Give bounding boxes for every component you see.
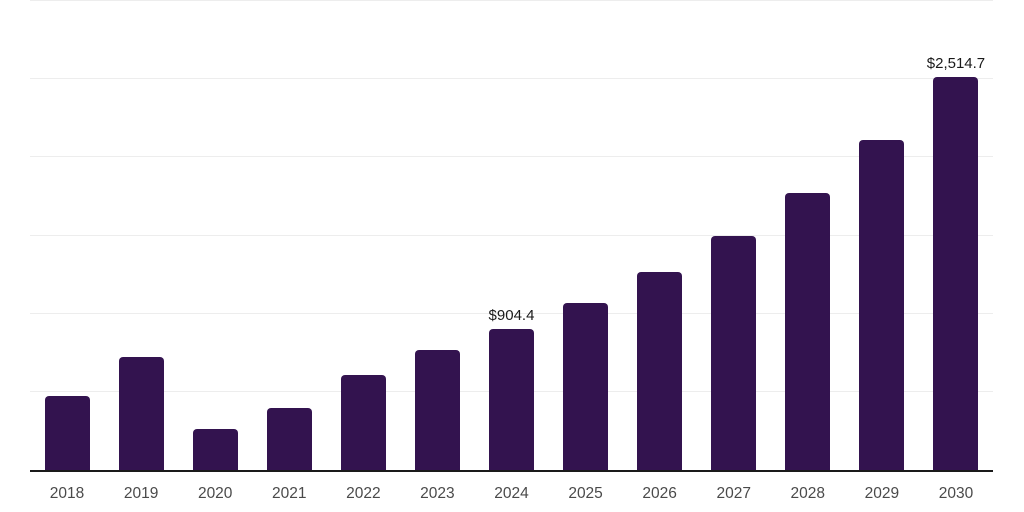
bar-2030[interactable] (933, 76, 979, 470)
bar-2021[interactable] (266, 408, 312, 470)
x-axis-line (30, 470, 993, 472)
gridline (30, 0, 993, 1)
x-tick-label-2028: 2028 (790, 485, 826, 502)
x-tick-label-2030: 2030 (938, 485, 974, 502)
gridline (30, 234, 993, 236)
bar-value-label-2030: $2,514.7 (926, 54, 986, 72)
bar-2027[interactable] (711, 236, 757, 470)
x-tick-label-2027: 2027 (716, 485, 751, 502)
x-tick-label-2022: 2022 (346, 485, 381, 502)
x-axis-labels: 2018 2019 2020 2021 2022 2023 2024 2025 2026 2027… (30, 485, 993, 505)
x-tick-label-2026: 2026 (642, 485, 677, 502)
bar-2029[interactable] (859, 139, 905, 470)
plot-area: $904.4 $2,514.7 (30, 0, 993, 470)
bar-2018[interactable] (44, 396, 90, 470)
x-tick-label-2020: 2020 (197, 485, 233, 502)
gridline (30, 78, 993, 80)
x-tick-label-2021: 2021 (272, 485, 307, 502)
bar-2023[interactable] (414, 350, 460, 470)
gridline (30, 312, 993, 314)
bar-2026[interactable] (637, 272, 683, 470)
bar-2022[interactable] (340, 375, 386, 470)
x-tick-label-2018: 2018 (49, 485, 85, 502)
bar-2019[interactable] (118, 357, 164, 470)
bar-2028[interactable] (785, 192, 831, 470)
gridline (30, 156, 993, 158)
bar-value-label-2024: $904.4 (488, 306, 535, 324)
bar-2025[interactable] (563, 303, 609, 470)
bar-2020[interactable] (192, 429, 238, 470)
bar-2024[interactable] (489, 328, 534, 470)
x-tick-label-2023: 2023 (420, 485, 455, 502)
x-tick-label-2019: 2019 (123, 485, 159, 502)
x-tick-label-2029: 2029 (864, 485, 900, 502)
x-tick-label-2025: 2025 (568, 485, 603, 502)
x-tick-label-2024: 2024 (494, 485, 529, 502)
